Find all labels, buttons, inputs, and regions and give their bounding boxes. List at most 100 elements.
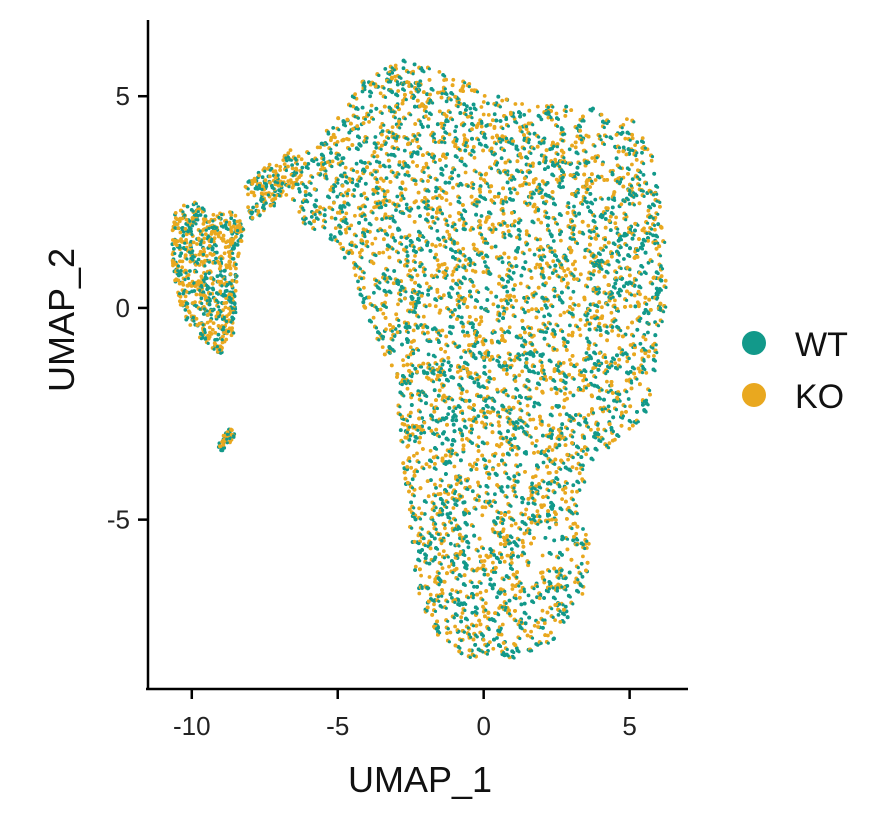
wt-point <box>492 112 497 117</box>
ko-point <box>407 489 411 494</box>
ko-point <box>610 254 614 259</box>
wt-point <box>640 241 645 246</box>
wt-point <box>470 136 474 141</box>
wt-point <box>222 269 227 273</box>
wt-point <box>505 484 510 489</box>
wt-point <box>501 316 505 320</box>
ko-point <box>548 471 552 475</box>
wt-point <box>403 172 408 177</box>
wt-point <box>475 585 479 589</box>
ko-point <box>540 608 545 613</box>
wt-point <box>297 187 301 191</box>
wt-point <box>565 340 570 344</box>
ko-point <box>487 369 492 374</box>
wt-point <box>542 314 547 319</box>
wt-point <box>384 176 389 181</box>
wt-point <box>418 214 422 218</box>
wt-point <box>448 511 453 516</box>
wt-point <box>459 619 463 624</box>
wt-point <box>465 330 470 335</box>
ko-point <box>600 162 605 167</box>
ko-point <box>466 333 471 338</box>
wt-point <box>387 164 392 169</box>
ko-point <box>286 164 290 169</box>
wt-point <box>533 444 538 448</box>
wt-point <box>633 228 637 233</box>
ko-point <box>506 510 511 514</box>
ko-point <box>613 221 618 226</box>
wt-point <box>580 574 585 579</box>
wt-point <box>290 163 294 168</box>
ko-point <box>480 559 484 564</box>
ko-point <box>462 133 467 138</box>
wt-point <box>183 308 188 312</box>
wt-point <box>198 242 203 247</box>
wt-point <box>445 512 450 517</box>
wt-point <box>544 305 549 310</box>
wt-point <box>347 130 352 135</box>
ko-point <box>325 160 330 165</box>
wt-point <box>613 281 618 286</box>
wt-point <box>633 304 638 309</box>
wt-point <box>635 410 639 414</box>
ko-point <box>636 168 640 173</box>
ko-point <box>459 615 464 620</box>
wt-point <box>450 596 454 600</box>
wt-point <box>564 104 569 109</box>
wt-point <box>430 215 435 220</box>
wt-point <box>453 308 457 312</box>
wt-point <box>574 413 578 417</box>
wt-point <box>581 527 585 531</box>
ko-point <box>460 611 465 615</box>
wt-point <box>486 101 490 106</box>
wt-point <box>619 132 624 136</box>
wt-point <box>479 305 484 310</box>
wt-point <box>499 156 504 161</box>
wt-point <box>435 122 440 127</box>
wt-point <box>373 135 378 139</box>
wt-point <box>196 257 201 262</box>
points-layer <box>170 58 668 660</box>
wt-point <box>496 304 500 309</box>
ko-point <box>508 293 513 298</box>
ko-point <box>378 91 383 96</box>
wt-point <box>626 397 631 401</box>
wt-point <box>571 289 576 294</box>
wt-point <box>531 354 536 358</box>
ko-point <box>536 620 540 625</box>
wt-point <box>651 233 655 238</box>
wt-point <box>602 397 606 402</box>
ko-point <box>578 333 583 338</box>
wt-point <box>554 569 559 574</box>
wt-point <box>435 229 440 233</box>
wt-point <box>516 554 520 559</box>
wt-point <box>372 290 376 295</box>
wt-point <box>361 300 366 305</box>
wt-point <box>512 474 517 479</box>
ko-point <box>514 452 519 457</box>
wt-point <box>468 106 473 111</box>
ko-point <box>488 640 492 644</box>
wt-point <box>622 257 626 261</box>
wt-point <box>584 351 589 355</box>
ko-point <box>445 422 449 427</box>
wt-point <box>383 67 388 71</box>
wt-point <box>548 147 552 152</box>
wt-point <box>515 247 520 251</box>
ko-point <box>610 391 615 395</box>
wt-point <box>483 260 487 264</box>
ko-point <box>382 237 386 242</box>
wt-point <box>520 500 525 505</box>
ko-point <box>451 77 456 82</box>
wt-point <box>496 94 501 99</box>
wt-point <box>589 369 594 374</box>
wt-point <box>409 500 413 505</box>
wt-point <box>509 547 514 551</box>
wt-point <box>470 325 475 330</box>
wt-point <box>564 412 569 416</box>
wt-point <box>449 364 453 368</box>
wt-point <box>526 593 531 598</box>
wt-point <box>426 292 430 297</box>
wt-point <box>329 151 333 155</box>
wt-point <box>369 109 373 114</box>
